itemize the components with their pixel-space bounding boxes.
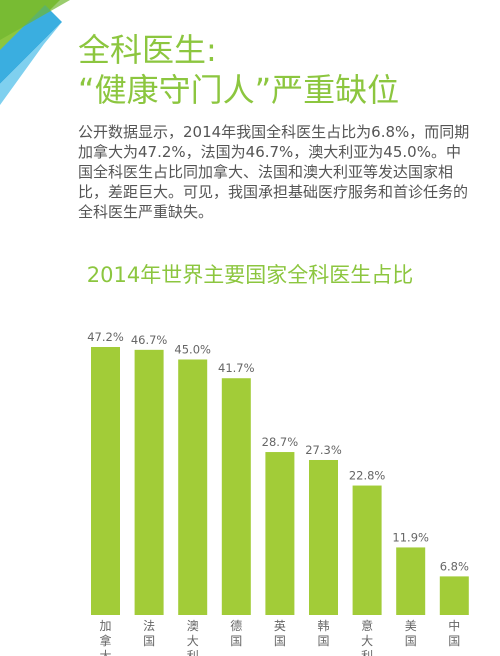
bar-1: [91, 347, 120, 615]
title-line-2: “健康守门人”严重缺位: [78, 71, 400, 109]
value-label-7: 22.8%: [349, 469, 386, 483]
value-label-1: 47.2%: [87, 330, 124, 344]
value-label-2: 46.7%: [131, 333, 168, 347]
value-label-5: 28.7%: [262, 435, 299, 449]
category-label-1: 加拿大: [99, 619, 111, 656]
category-label-5: 英国: [274, 619, 286, 648]
chart-title: 2014年世界主要国家全科医生占比: [86, 263, 414, 287]
bar-5: [265, 452, 295, 615]
corner-decoration: [0, 0, 70, 105]
bar-3: [178, 359, 208, 615]
category-label-9: 中国: [448, 618, 460, 648]
category-label-3: 澳大利: [187, 619, 199, 656]
category-label-8: 美国: [405, 619, 417, 648]
page-title: 全科医生: “健康守门人”严重缺位: [78, 30, 478, 110]
bar-4: [221, 378, 251, 615]
category-label-2: 法国: [143, 619, 155, 648]
value-label-4: 41.7%: [218, 361, 255, 375]
bar-2: [134, 349, 164, 615]
title-line-1: 全科医生:: [78, 31, 217, 69]
value-label-8: 11.9%: [392, 530, 429, 544]
bar-9: [439, 576, 469, 615]
body-paragraph: 公开数据显示，2014年我国全科医生占比为6.8%，而同期加拿大为47.2%，法…: [78, 123, 470, 221]
category-label-6: 韩国: [317, 618, 329, 648]
value-label-6: 27.3%: [305, 443, 342, 457]
bar-6: [309, 459, 338, 615]
bar-7: [352, 485, 382, 615]
category-label-4: 德国: [230, 618, 242, 648]
value-label-9: 6.8%: [440, 559, 469, 573]
value-label-3: 45.0%: [174, 342, 211, 356]
bar-8: [396, 547, 426, 615]
category-label-7: 意大利: [361, 618, 373, 656]
